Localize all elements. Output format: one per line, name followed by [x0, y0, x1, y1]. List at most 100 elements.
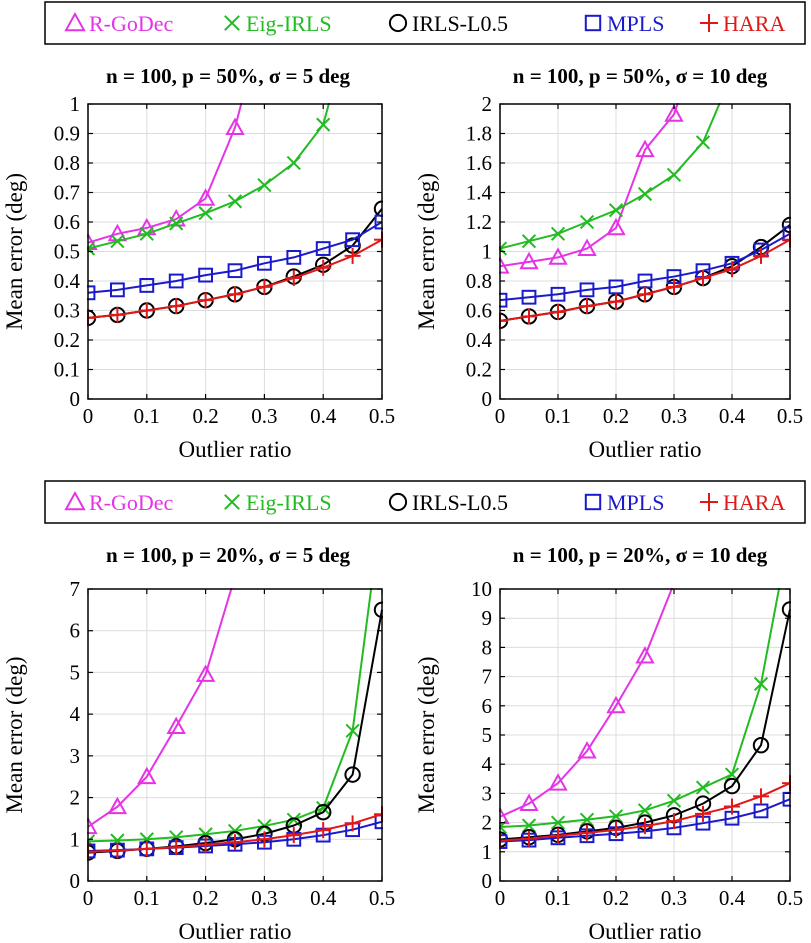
y-tick-label: 0.1	[54, 358, 80, 382]
data-point-eig-irls	[345, 723, 360, 738]
x-marker	[139, 226, 154, 241]
data-point-hara	[315, 259, 332, 276]
y-tick-label: 0.4	[466, 328, 493, 352]
square-marker	[584, 14, 602, 32]
x-marker	[224, 15, 240, 31]
data-point-r-godec	[635, 139, 655, 158]
data-point-hara	[637, 818, 653, 835]
data-point-hara	[608, 821, 624, 838]
plus-marker	[695, 270, 711, 287]
data-point-mpls	[110, 282, 125, 298]
data-point-hara	[227, 834, 243, 851]
chart-title: n = 100, p = 20%, σ = 10 deg	[513, 543, 768, 567]
triangle-marker	[606, 695, 626, 714]
plus-marker	[637, 286, 653, 303]
data-point-eig-irls	[316, 117, 331, 132]
x-tick-label: 0	[83, 404, 94, 428]
ticks: 0 0.1 0.2 0.3 0.4 0.5 0 1 2 3 4 5 6 7	[70, 577, 396, 910]
y-tick-label: 0.2	[54, 328, 80, 352]
plus-marker	[285, 827, 302, 844]
data-point-hara	[521, 308, 537, 325]
legend-label: R-GoDec	[89, 11, 174, 36]
triangle-marker	[225, 117, 245, 135]
data-point-hara	[521, 830, 537, 847]
data-point-mpls	[521, 289, 537, 305]
legend-box	[44, 480, 806, 524]
data-point-hara	[138, 840, 155, 857]
square-marker	[139, 278, 155, 293]
y-tick-label: 1.2	[466, 210, 492, 234]
x-marker	[637, 186, 653, 202]
y-tick-label: 4	[70, 702, 81, 726]
data-point-hara	[168, 298, 185, 315]
plus-marker	[344, 247, 361, 264]
y-tick-label: 0	[482, 387, 493, 411]
data-point-mpls	[345, 232, 361, 248]
x-marker	[579, 214, 595, 230]
legend-label: HARA	[723, 490, 785, 515]
y-tick-label: 0.8	[54, 151, 80, 175]
triangle-marker	[635, 139, 655, 158]
x-marker	[169, 216, 184, 231]
data-point-hara	[724, 798, 740, 815]
plus-marker	[138, 840, 155, 857]
series-eig-irls	[87, 103, 331, 256]
legend-item-r-godec: R-GoDec	[64, 490, 174, 515]
x-marker	[198, 206, 213, 221]
series-line-mpls	[87, 221, 383, 294]
plus-marker	[256, 278, 273, 295]
data-point-hara	[256, 278, 273, 295]
data-point-eig-irls	[579, 214, 595, 230]
y-tick-label: 3	[70, 744, 81, 768]
data-point-hara	[579, 298, 595, 315]
data-point-eig-irls	[579, 812, 595, 827]
y-axis-label: Mean error (deg)	[2, 173, 27, 330]
triangle-marker	[548, 773, 568, 791]
data-point-r-godec	[606, 217, 626, 236]
square-marker	[579, 282, 595, 298]
x-tick-label: 0.3	[251, 404, 277, 428]
x-marker	[695, 135, 711, 150]
x-marker	[345, 723, 360, 738]
triangle-marker	[606, 217, 626, 236]
y-tick-label: 6	[70, 619, 81, 643]
data-point-mpls	[753, 803, 769, 819]
y-tick-label: 7	[70, 577, 81, 601]
x-tick-label: 0	[495, 404, 506, 428]
y-axis-label: Mean error (deg)	[414, 656, 439, 813]
chart-panel-p50-sigma5: n = 100, p = 50%, σ = 5 deg Mean error (…	[2, 64, 395, 462]
data-point-eig-irls	[110, 234, 125, 249]
x-marker	[227, 194, 243, 209]
data-point-hara	[550, 303, 566, 320]
data-point-mpls	[579, 282, 595, 298]
x-marker	[666, 793, 682, 808]
data-point-hara	[285, 827, 302, 844]
x-tick-label: 0.3	[661, 404, 687, 428]
y-tick-label: 10	[471, 577, 492, 601]
data-point-eig-irls	[316, 800, 331, 816]
x-marker	[224, 494, 240, 510]
y-tick-label: 1	[70, 92, 81, 116]
data-point-hara	[344, 815, 361, 832]
legend-top: R-GoDec Eig-IRLS IRLS-L0.5 MPLS HARA	[44, 1, 806, 45]
data-point-r-godec	[577, 238, 597, 256]
legend-box	[44, 1, 806, 45]
data-point-r-godec	[519, 793, 539, 812]
x-tick-label: 0.1	[545, 404, 571, 428]
square-marker	[521, 289, 537, 305]
y-tick-label: 1.4	[466, 181, 493, 205]
data-point-r-godec	[606, 695, 626, 714]
legend-label: IRLS-L0.5	[412, 490, 508, 515]
plus-marker	[138, 302, 155, 319]
square-marker	[227, 263, 243, 279]
data-point-mpls	[315, 241, 331, 256]
triangle-marker	[519, 251, 539, 270]
square-marker	[198, 267, 213, 283]
plus-marker	[227, 286, 243, 303]
x-tick-label: 0.3	[661, 886, 687, 910]
data-point-r-godec	[107, 796, 128, 815]
data-point-hara	[197, 292, 214, 309]
data-point-eig-irls	[139, 226, 154, 241]
y-axis-label: Mean error (deg)	[2, 656, 27, 813]
